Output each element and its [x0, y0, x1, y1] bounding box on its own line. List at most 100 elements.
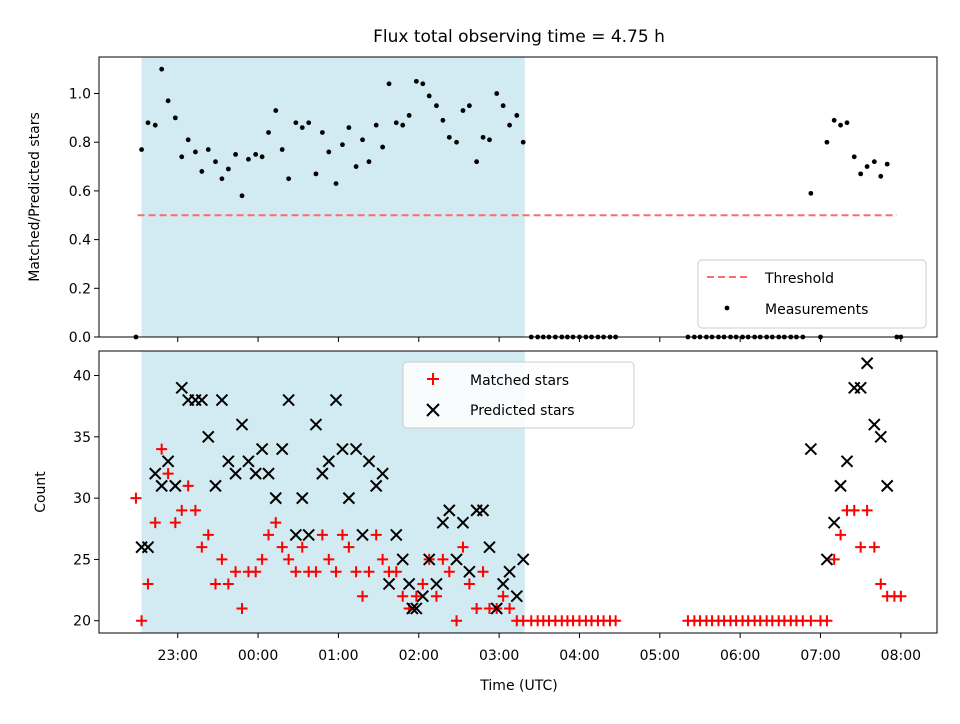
measurement-point: [340, 142, 345, 148]
measurement-point: [319, 130, 325, 135]
ratio-y-tick-label: 0.2: [69, 281, 91, 297]
predicted-star-marker: [820, 553, 834, 566]
measurement-point: [884, 161, 890, 167]
matched-star-marker: [189, 504, 201, 516]
measurement-point: [165, 98, 171, 104]
measurement-point: [413, 78, 419, 84]
predicted-star-marker: [430, 577, 443, 591]
predicted-star-marker: [209, 479, 222, 493]
predicted-star-marker: [336, 442, 349, 456]
ratio-y-tick-label: 0.0: [69, 330, 91, 346]
matched-star-marker: [410, 590, 422, 602]
count-legend: Matched stars Predicted stars: [402, 361, 635, 429]
predicted-star-marker: [490, 602, 503, 615]
measurement-point: [454, 139, 459, 145]
matched-star-marker: [236, 602, 248, 614]
matched-star-marker: [397, 590, 409, 602]
ratio-panel: 0.0 0.2 0.4 0.6 0.8 1.0 Matched/Predicted sta…: [27, 56, 938, 346]
matched-star-marker: [330, 566, 342, 578]
measurement-point: [406, 113, 412, 118]
measurement-point: [299, 125, 305, 131]
measurement-point: [420, 81, 426, 87]
measurement-point: [494, 91, 500, 96]
measurement-point: [333, 181, 339, 187]
predicted-star-marker: [402, 577, 416, 591]
measurement-point: [326, 149, 332, 155]
ratio-y-tick-label: 0.8: [69, 135, 91, 151]
threshold-legend-label: Threshold: [764, 271, 834, 287]
matched-star-marker: [256, 553, 268, 565]
measurement-point: [400, 122, 406, 128]
predicted-legend-marker: [426, 403, 440, 417]
x-tick-label: 00:00: [238, 648, 278, 664]
predicted-star-marker: [242, 455, 255, 468]
measurement-point: [808, 190, 814, 196]
matched-star-marker: [463, 578, 475, 590]
count-y-tick-label: 40: [73, 369, 91, 385]
matched-star-marker: [875, 578, 887, 590]
chart-title: Flux total observing time = 4.75 h: [373, 27, 665, 47]
predicted-star-marker: [356, 528, 369, 542]
count-panel: 20 25 30 35 40 23:00 00:00 01:00 02:00 03:00 04:0…: [33, 350, 938, 694]
predicted-star-marker: [840, 455, 854, 468]
measurement-point: [145, 120, 151, 126]
ratio-y-axis-label: Matched/Predicted stars: [27, 112, 43, 282]
measurements-legend-label: Measurements: [765, 302, 868, 318]
predicted-star-marker: [410, 602, 423, 615]
matched-star-marker: [316, 529, 328, 541]
matched-star-marker: [336, 529, 348, 541]
x-tick-label: 08:00: [881, 648, 921, 664]
measurement-point: [225, 166, 231, 172]
matched-star-marker: [451, 615, 463, 627]
measurement-point: [205, 147, 211, 152]
measurement-point: [446, 134, 452, 140]
predicted-star-marker: [456, 516, 470, 529]
matched-legend-marker: [427, 373, 439, 385]
predicted-star-marker: [229, 467, 242, 480]
matched-star-marker: [828, 553, 840, 565]
measurement-point: [172, 115, 178, 121]
x-tick-label: 03:00: [479, 648, 519, 664]
matched-star-marker: [821, 615, 833, 627]
x-tick-label: 06:00: [720, 648, 760, 664]
predicted-star-marker: [175, 381, 188, 394]
matched-star-marker: [437, 553, 449, 565]
observing-window-band: [141, 57, 525, 337]
predicted-star-marker: [329, 393, 343, 407]
measurement-point: [858, 171, 864, 177]
measurement-point: [353, 164, 359, 169]
measurement-point: [185, 137, 191, 143]
measurement-point: [871, 159, 877, 165]
predicted-star-marker: [390, 528, 403, 542]
x-tick-label: 23:00: [158, 648, 198, 664]
matched-star-marker: [230, 566, 242, 578]
predicted-star-marker: [436, 516, 450, 529]
matched-star-marker: [283, 553, 295, 565]
measurement-point: [440, 117, 446, 123]
measurement-point: [366, 159, 372, 165]
predicted-star-marker: [282, 393, 295, 407]
measurement-point: [219, 176, 225, 182]
measurement-point: [851, 154, 857, 160]
matched-star-marker: [210, 578, 221, 590]
predicted-star-marker: [195, 393, 209, 407]
matched-star-marker: [310, 566, 322, 578]
matched-star-marker: [363, 566, 375, 578]
ratio-legend: Threshold Measurements: [697, 259, 927, 329]
predicted-star-marker: [860, 357, 874, 370]
predicted-star-marker: [804, 442, 818, 456]
measurement-point: [831, 117, 837, 123]
x-tick-label: 01:00: [318, 648, 358, 664]
measurement-point: [346, 125, 352, 131]
measurement-point: [844, 120, 850, 126]
predicted-star-marker: [149, 467, 162, 480]
predicted-star-marker: [382, 577, 396, 591]
matched-star-marker: [156, 443, 168, 455]
measurement-point: [460, 108, 466, 113]
measurement-point: [239, 193, 245, 199]
measurement-point: [373, 122, 379, 128]
predicted-star-marker: [416, 590, 429, 603]
predicted-star-marker: [406, 602, 419, 615]
predicted-star-marker: [510, 590, 524, 603]
measurement-point: [500, 103, 506, 109]
